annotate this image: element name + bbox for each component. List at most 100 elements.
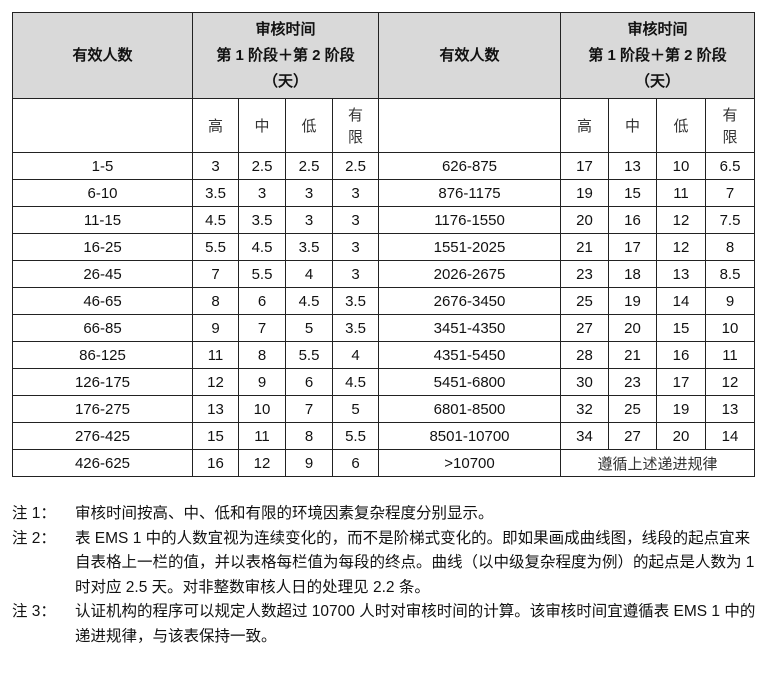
note-item: 注 3： 认证机构的程序可以规定人数超过 10700 人时对审核时间的计算。该审核… bbox=[12, 600, 757, 649]
time-value-cell: 5 bbox=[332, 395, 379, 423]
time-value-cell: 8 bbox=[705, 233, 755, 261]
header-count-right: 有效人数 bbox=[378, 12, 561, 99]
count-range-cell: 86-125 bbox=[12, 341, 193, 369]
level-header-text: 高 bbox=[207, 116, 223, 135]
header-count-left: 有效人数 bbox=[12, 12, 193, 99]
time-value-cell: 3 bbox=[192, 152, 239, 180]
time-value-cell: 19 bbox=[560, 179, 609, 207]
time-value-cell: 3 bbox=[332, 179, 379, 207]
time-value-cell: 2.5 bbox=[332, 152, 379, 180]
level-header: 高 bbox=[192, 98, 239, 153]
level-header-text: 有 bbox=[722, 105, 738, 124]
table-row: 276-425 15 11 8 5.5 8501-10700 34 27 20 14 bbox=[12, 422, 755, 450]
header-time-right: 审核时间 第 1 阶段＋第 2 阶段 （天） bbox=[560, 12, 755, 99]
level-header-blank bbox=[378, 98, 561, 153]
header-time-unit: （天） bbox=[634, 72, 680, 90]
header-time-unit: （天） bbox=[262, 72, 308, 90]
count-range-cell: 2676-3450 bbox=[378, 287, 561, 315]
level-header-text: 中 bbox=[624, 116, 640, 135]
level-header-text: 低 bbox=[301, 116, 317, 135]
time-value-cell: 32 bbox=[560, 395, 609, 423]
time-value-cell: 8 bbox=[285, 422, 333, 450]
time-value-cell: 4 bbox=[285, 260, 333, 288]
note-text: 认证机构的程序可以规定人数超过 10700 人时对审核时间的计算。该审核时间宜遵… bbox=[75, 603, 756, 645]
time-value-cell: 34 bbox=[560, 422, 609, 450]
time-value-cell: 27 bbox=[560, 314, 609, 342]
time-value-cell: 3 bbox=[285, 206, 333, 234]
note-label: 注 2： bbox=[12, 529, 56, 547]
level-header: 中 bbox=[238, 98, 286, 153]
time-value-cell: 13 bbox=[192, 395, 239, 423]
time-value-cell: 3.5 bbox=[192, 179, 239, 207]
time-value-cell: 14 bbox=[656, 287, 706, 315]
table-row: 1-5 3 2.5 2.5 2.5 626-875 17 13 10 6.5 bbox=[12, 152, 755, 180]
note-text: 表 EMS 1 中的人数宜视为连续变化的，而不是阶梯式变化的。即如果画成曲线图，… bbox=[75, 529, 755, 596]
time-value-cell: 3.5 bbox=[332, 287, 379, 315]
time-value-cell: 4.5 bbox=[332, 368, 379, 396]
count-range-cell: 8501-10700 bbox=[378, 422, 561, 450]
time-value-cell: 5.5 bbox=[285, 341, 333, 369]
time-value-cell: 8 bbox=[192, 287, 239, 315]
time-value-cell: 4.5 bbox=[238, 233, 286, 261]
time-value-cell: 12 bbox=[656, 233, 706, 261]
level-header-text: 有 bbox=[347, 105, 363, 124]
time-value-cell: 9 bbox=[192, 314, 239, 342]
time-value-cell: 12 bbox=[656, 206, 706, 234]
time-value-cell: 7.5 bbox=[705, 206, 755, 234]
table-row: 176-275 13 10 7 5 6801-8500 32 25 19 13 bbox=[12, 395, 755, 423]
time-value-cell: 17 bbox=[560, 152, 609, 180]
time-value-cell: 15 bbox=[656, 314, 706, 342]
time-value-cell: 2.5 bbox=[238, 152, 286, 180]
level-header-text: 限 bbox=[347, 127, 363, 146]
level-header: 低 bbox=[656, 98, 706, 153]
level-header: 有限 bbox=[705, 98, 755, 153]
time-value-cell: 28 bbox=[560, 341, 609, 369]
time-value-cell: 21 bbox=[608, 341, 657, 369]
time-value-cell: 12 bbox=[705, 368, 755, 396]
header-time-stages: 第 1 阶段＋第 2 阶段 bbox=[216, 46, 355, 64]
count-range-cell: 276-425 bbox=[12, 422, 193, 450]
time-value-cell: 11 bbox=[705, 341, 755, 369]
count-range-cell: 5451-6800 bbox=[378, 368, 561, 396]
count-range-cell: 426-625 bbox=[12, 449, 193, 477]
time-value-cell: 13 bbox=[705, 395, 755, 423]
time-value-cell: 12 bbox=[238, 449, 286, 477]
level-header-text: 中 bbox=[254, 116, 270, 135]
time-value-cell: 27 bbox=[608, 422, 657, 450]
notes-section: 注 1： 审核时间按高、中、低和有限的环境因素复杂程度分别显示。注 2： 表 EMS… bbox=[12, 502, 757, 649]
time-value-cell: 19 bbox=[608, 287, 657, 315]
time-value-cell: 6.5 bbox=[705, 152, 755, 180]
count-range-cell: >10700 bbox=[378, 449, 561, 477]
time-value-cell: 11 bbox=[656, 179, 706, 207]
table-row: 26-45 7 5.5 4 3 2026-2675 23 18 13 8.5 bbox=[12, 260, 755, 288]
count-range-cell: 1551-2025 bbox=[378, 233, 561, 261]
note-item: 注 1： 审核时间按高、中、低和有限的环境因素复杂程度分别显示。 bbox=[12, 502, 757, 527]
level-header-text: 限 bbox=[722, 127, 738, 146]
time-value-cell: 8 bbox=[238, 341, 286, 369]
time-value-cell: 15 bbox=[608, 179, 657, 207]
table-row: 426-625 16 12 9 6 >10700 遵循上述递进规律 bbox=[12, 449, 755, 477]
time-value-cell: 9 bbox=[238, 368, 286, 396]
time-value-cell: 3 bbox=[285, 179, 333, 207]
table-row: 6-10 3.5 3 3 3 876-1175 19 15 11 7 bbox=[12, 179, 755, 207]
count-range-cell: 126-175 bbox=[12, 368, 193, 396]
time-value-cell: 20 bbox=[560, 206, 609, 234]
count-range-cell: 1-5 bbox=[12, 152, 193, 180]
time-value-cell: 3 bbox=[332, 233, 379, 261]
time-value-cell: 5.5 bbox=[332, 422, 379, 450]
time-value-cell: 7 bbox=[285, 395, 333, 423]
time-value-cell: 25 bbox=[560, 287, 609, 315]
count-range-cell: 2026-2675 bbox=[378, 260, 561, 288]
time-value-cell: 13 bbox=[608, 152, 657, 180]
level-header-text: 低 bbox=[673, 116, 689, 135]
table-row: 126-175 12 9 6 4.5 5451-6800 30 23 17 12 bbox=[12, 368, 755, 396]
time-value-cell: 25 bbox=[608, 395, 657, 423]
time-value-cell: 23 bbox=[560, 260, 609, 288]
progressive-rule-cell: 遵循上述递进规律 bbox=[560, 449, 755, 477]
time-value-cell: 21 bbox=[560, 233, 609, 261]
count-range-cell: 11-15 bbox=[12, 206, 193, 234]
time-value-cell: 2.5 bbox=[285, 152, 333, 180]
header-time-title: 审核时间 bbox=[627, 20, 688, 38]
time-value-cell: 4 bbox=[332, 341, 379, 369]
time-value-cell: 10 bbox=[656, 152, 706, 180]
